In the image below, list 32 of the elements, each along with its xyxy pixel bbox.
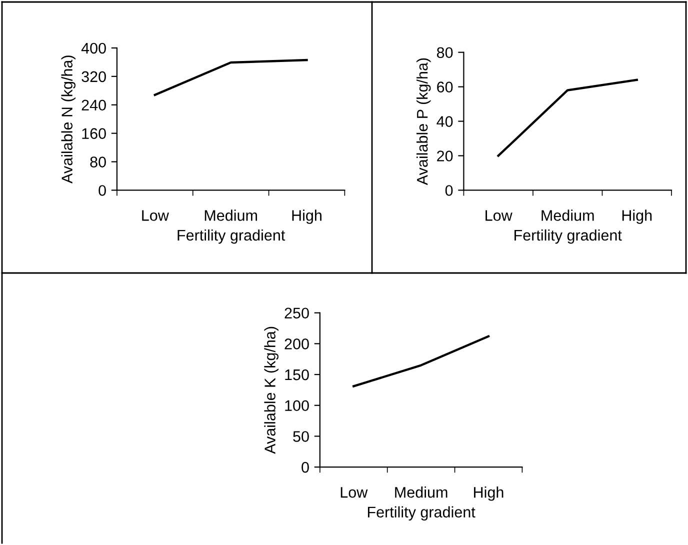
x-axis-title: Fertility gradient — [178, 229, 286, 244]
y-tick-label: 400 — [81, 42, 106, 54]
y-tick-label: 320 — [82, 71, 106, 82]
y-tick-label: 60 — [437, 82, 453, 92]
x-axis-title: Fertility gradient — [368, 506, 476, 521]
y-tick-label: 80 — [436, 47, 453, 58]
y-tick-label: 0 — [302, 462, 309, 473]
y-tick-label: 240 — [82, 100, 106, 111]
x-tick-label: Medium — [542, 210, 594, 221]
y-tick-label: 150 — [285, 369, 309, 380]
x-tick-label: High — [622, 210, 652, 224]
x-tick-label: Medium — [395, 486, 448, 498]
y-tick-label: 40 — [436, 116, 453, 127]
y-tick-label: 160 — [82, 128, 106, 139]
y-tick-label: 250 — [284, 308, 309, 319]
y-tick-label: 20 — [437, 150, 453, 162]
y-axis-title: Available P (kg/ha) — [416, 58, 431, 186]
x-tick-label: Medium — [204, 210, 257, 221]
x-tick-label: Low — [340, 487, 368, 498]
x-tick-label: Low — [486, 210, 512, 221]
y-tick-label: 0 — [445, 185, 453, 196]
y-axis-title: Available K (kg/ha) — [264, 326, 278, 454]
y-tick-label: 200 — [284, 338, 309, 350]
y-axis-title: Available N (kg/ha) — [61, 56, 76, 184]
y-tick-label: 100 — [285, 400, 309, 412]
x-tick-label: High — [474, 486, 504, 501]
y-tick-label: 0 — [98, 185, 106, 196]
x-tick-label: Low — [142, 210, 169, 221]
y-tick-label: 50 — [293, 431, 309, 442]
y-tick-label: 80 — [90, 156, 106, 168]
x-tick-label: High — [292, 210, 322, 224]
x-axis-title: Fertility gradient — [514, 229, 622, 244]
